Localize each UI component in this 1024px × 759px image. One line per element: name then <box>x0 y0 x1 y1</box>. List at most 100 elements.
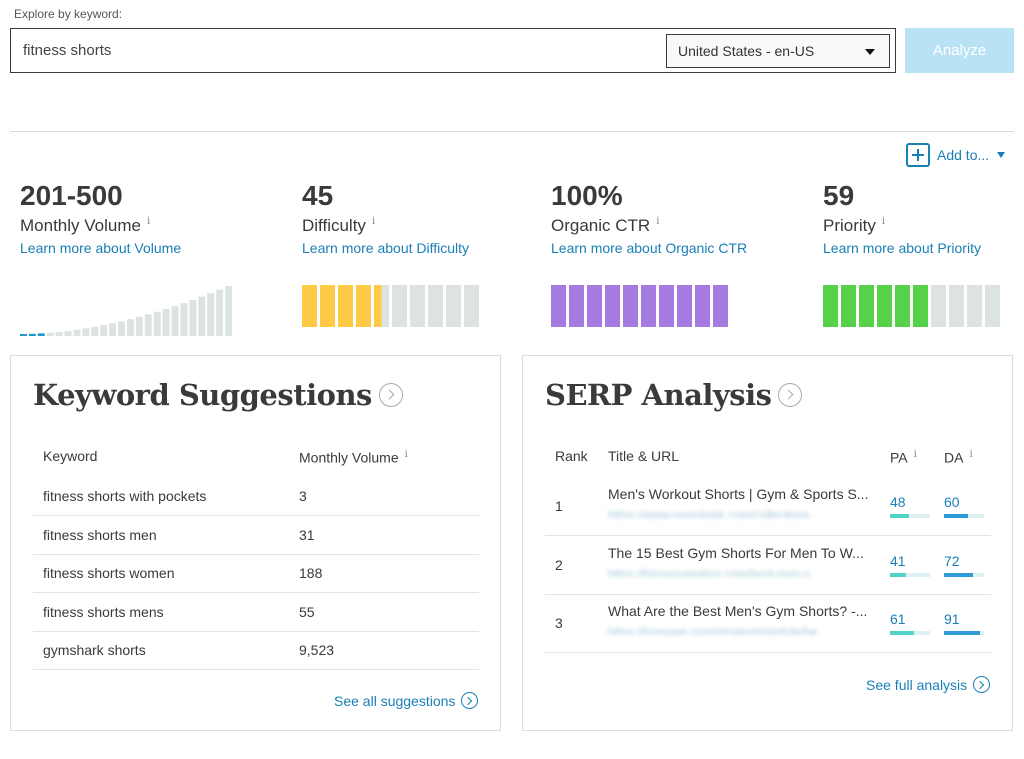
volume-bar <box>64 330 72 336</box>
column-header-pa-text: PA <box>890 449 908 466</box>
column-header-pa[interactable]: PA i <box>890 449 917 466</box>
gauge-segment <box>338 285 353 327</box>
volume-bar <box>100 325 108 336</box>
chevron-right-circle-icon[interactable] <box>778 383 803 407</box>
volume-bar <box>189 299 197 336</box>
column-header-rank[interactable]: Rank <box>555 448 588 464</box>
add-to-button[interactable]: Add to... <box>906 143 1006 167</box>
metric-value: 201-500 <box>20 180 123 211</box>
table-row[interactable]: gymshark shorts 9,523 <box>33 632 479 671</box>
learn-more-difficulty-link[interactable]: Learn more about Difficulty <box>302 240 470 256</box>
learn-more-volume-link[interactable]: Learn more about Volume <box>20 240 182 256</box>
volume-bar <box>225 286 232 336</box>
chevron-right-circle-icon <box>973 676 991 693</box>
gauge-segment <box>587 285 602 327</box>
column-header-da-text: DA <box>944 449 964 466</box>
info-icon[interactable]: i <box>969 449 973 460</box>
gauge-segment <box>356 285 371 327</box>
result-title-link[interactable]: Men's Workout Shorts | Gym & Sports S... <box>608 486 869 502</box>
keyword-search-input[interactable] <box>23 42 643 59</box>
info-icon[interactable]: i <box>656 216 660 228</box>
see-all-suggestions-link[interactable]: See all suggestions <box>334 692 479 709</box>
learn-more-ctr-link[interactable]: Learn more about Organic CTR <box>551 240 748 256</box>
keyword-cell[interactable]: fitness shorts mens <box>43 603 164 620</box>
result-title-link[interactable]: What Are the Best Men's Gym Shorts? -... <box>608 603 868 619</box>
metric-label-text: Monthly Volume <box>20 216 141 235</box>
gauge-segment <box>677 285 692 327</box>
gauge-segment <box>623 285 638 327</box>
gauge-segment <box>392 285 407 327</box>
metric-label-text: Difficulty <box>302 216 366 235</box>
organic-ctr-gauge <box>551 285 731 327</box>
gauge-segment <box>551 285 566 327</box>
da-bar-fill <box>944 514 968 518</box>
keyword-suggestions-card: Keyword Suggestions Keyword Monthly Volu… <box>10 355 501 731</box>
volume-bar <box>82 328 90 336</box>
pa-value: 41 <box>890 552 906 569</box>
info-icon[interactable]: i <box>881 216 886 228</box>
info-icon[interactable]: i <box>371 216 376 228</box>
volume-bar-gauge <box>20 286 232 336</box>
priority-gauge <box>823 285 1003 327</box>
keyword-cell[interactable]: fitness shorts men <box>43 526 157 543</box>
gauge-segment <box>877 285 892 327</box>
column-header-da[interactable]: DA i <box>944 449 973 466</box>
pa-bar-fill <box>890 572 907 577</box>
keyword-cell[interactable]: fitness shorts with pockets <box>43 488 207 504</box>
rank-cell: 2 <box>555 556 563 573</box>
column-header-title-url[interactable]: Title & URL <box>608 448 680 464</box>
result-url[interactable]: https://hiconsumption.com/best-gym-s... <box>608 566 821 577</box>
gauge-segment <box>641 285 656 327</box>
result-url[interactable]: https://homage.com/strategist/article/be… <box>608 625 828 635</box>
table-row[interactable]: fitness shorts men 31 <box>33 517 479 555</box>
pa-bar-fill <box>890 514 910 518</box>
learn-more-priority-link[interactable]: Learn more about Priority <box>823 240 981 256</box>
gauge-segment <box>823 285 838 327</box>
pa-value: 48 <box>890 494 906 510</box>
metric-label: Priority i <box>823 216 981 236</box>
volume-bar <box>171 306 179 336</box>
volume-bar <box>20 334 27 336</box>
da-bar-fill <box>944 631 981 635</box>
volume-bar <box>46 332 54 336</box>
info-icon[interactable]: i <box>913 449 917 460</box>
result-url[interactable]: https://www.gymshark.com/collections... <box>608 508 821 518</box>
volume-bar <box>118 321 125 336</box>
keyword-cell[interactable]: fitness shorts women <box>43 565 175 582</box>
gauge-segment <box>895 285 910 327</box>
volume-cell: 188 <box>299 565 323 582</box>
metric-organic-ctr: 100% Organic CTR i Learn more about Organ… <box>551 178 747 256</box>
pa-value: 61 <box>890 611 906 627</box>
column-header-keyword[interactable]: Keyword <box>43 448 98 464</box>
gauge-segment <box>410 285 425 327</box>
da-bar <box>944 631 984 635</box>
info-icon[interactable]: i <box>404 449 408 460</box>
column-header-monthly-volume-text: Monthly Volume <box>299 449 399 466</box>
volume-bar <box>127 319 134 336</box>
keyword-cell[interactable]: gymshark shorts <box>43 642 146 659</box>
volume-bar <box>207 293 215 336</box>
result-title-link[interactable]: The 15 Best Gym Shorts For Men To W... <box>608 544 864 561</box>
table-row[interactable]: fitness shorts mens 55 <box>33 594 479 632</box>
metric-label: Difficulty i <box>302 216 469 236</box>
keyword-suggestions-title-text: Keyword Suggestions <box>33 378 372 412</box>
table-row[interactable]: fitness shorts women 188 <box>33 555 479 594</box>
da-bar <box>944 514 984 518</box>
volume-bar <box>180 303 188 336</box>
volume-cell: 55 <box>299 603 315 620</box>
volume-bar <box>162 309 170 336</box>
pa-bar <box>890 572 930 577</box>
see-full-analysis-link[interactable]: See full analysis <box>866 676 991 693</box>
serp-analysis-card: SERP Analysis Rank Title & URL PA i DA i 1… <box>522 355 1013 731</box>
column-header-monthly-volume[interactable]: Monthly Volume i <box>299 449 408 466</box>
info-icon[interactable]: i <box>146 216 151 228</box>
table-row: 2 The 15 Best Gym Shorts For Men To W... h… <box>545 537 991 595</box>
metric-label: Monthly Volume i <box>20 216 181 236</box>
table-row[interactable]: fitness shorts with pockets 3 <box>33 478 479 516</box>
locale-select[interactable]: United States - en-US <box>666 34 890 68</box>
chevron-right-circle-icon[interactable] <box>378 383 403 407</box>
da-value: 91 <box>944 611 960 627</box>
metric-monthly-volume: 201-500 Monthly Volume i Learn more about… <box>20 178 181 256</box>
gauge-segment <box>569 285 584 327</box>
analyze-button[interactable]: Analyze <box>905 28 1014 73</box>
